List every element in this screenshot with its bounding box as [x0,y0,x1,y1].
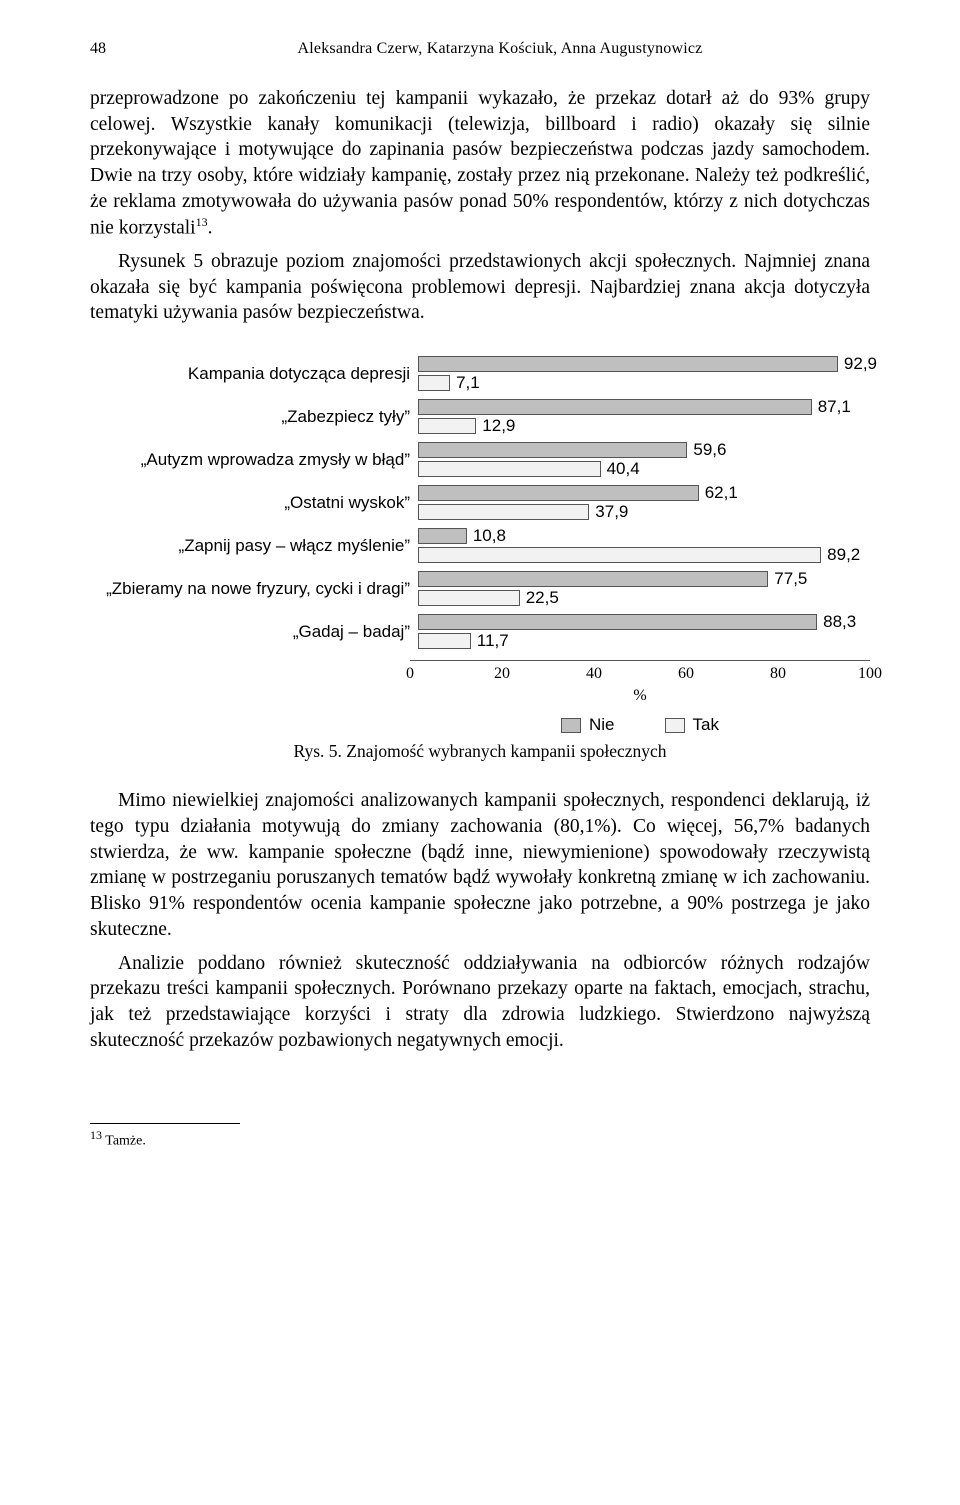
authors: Aleksandra Czerw, Katarzyna Kościuk, Ann… [130,40,870,58]
chart-row-bars: 88,3 11,7 [418,612,870,652]
chart-row-label: Kampania dotycząca depresji [90,364,418,384]
bar-value-tak: 22,5 [526,590,559,606]
x-axis-label: % [410,685,870,705]
bar-value-nie: 77,5 [774,571,807,587]
paragraph-4: Analizie poddano również skuteczność odd… [90,951,870,1054]
x-axis: 020406080100 [90,660,870,685]
footnote-text: Tamże. [105,1134,146,1149]
footnote-number: 13 [90,1128,102,1142]
bar-value-nie: 88,3 [823,614,856,630]
legend-swatch-tak [665,718,685,733]
legend-item-nie: Nie [561,715,615,735]
bar-tak [418,504,589,520]
footnote-ref-13: 13 [196,215,208,229]
chart-row-bars: 59,6 40,4 [418,440,870,480]
axis-tick: 80 [770,665,786,683]
bar-nie [418,356,838,372]
bar-tak [418,375,450,391]
bar-nie [418,614,817,630]
chart-row-label: „Zabezpiecz tyły” [90,407,418,427]
bar-chart: Kampania dotycząca depresji92,97,1„Zabez… [90,354,870,652]
axis-tick: 60 [678,665,694,683]
paragraph-2: Rysunek 5 obrazuje poziom znajomości prz… [90,249,870,326]
bar-value-nie: 92,9 [844,356,877,372]
chart-row-bars: 87,1 12,9 [418,397,870,437]
chart-row-label: „Autyzm wprowadza zmysły w błąd” [90,450,418,470]
chart-row: „Zabezpiecz tyły” 87,1 12,9 [90,397,870,437]
bar-value-tak: 7,1 [456,375,480,391]
paragraph-1-tail: . [208,217,213,238]
bar-nie [418,442,687,458]
chart-row-label: „Gadaj – badaj” [90,622,418,642]
bar-nie [418,571,768,587]
bar-tak [418,590,520,606]
bar-value-tak: 40,4 [607,461,640,477]
chart-row-bars: 62,1 37,9 [418,483,870,523]
chart-row-bars: 92,97,1 [418,354,870,394]
figure-5: Kampania dotycząca depresji92,97,1„Zabez… [90,354,870,762]
chart-row-label: „Ostatni wyskok” [90,493,418,513]
chart-row: „Autyzm wprowadza zmysły w błąd” 59,6 40,4 [90,440,870,480]
figure-caption: Rys. 5. Znajomość wybranych kampanii spo… [90,741,870,762]
bar-tak [418,547,821,563]
legend-label-nie: Nie [589,715,615,735]
bar-tak [418,633,471,649]
axis-tick: 20 [494,665,510,683]
chart-row: „Ostatni wyskok” 62,1 37,9 [90,483,870,523]
bar-nie [418,399,812,415]
bar-value-nie: 10,8 [473,528,506,544]
chart-row: „Gadaj – badaj” 88,3 11,7 [90,612,870,652]
axis-tick: 0 [406,665,414,683]
bar-tak [418,461,601,477]
bar-value-tak: 12,9 [482,418,515,434]
bar-tak [418,418,476,434]
bar-nie [418,485,699,501]
paragraph-3: Mimo niewielkiej znajomości analizowanyc… [90,788,870,942]
chart-row-bars: 77,5 22,5 [418,569,870,609]
axis-tick: 40 [586,665,602,683]
chart-row: „Zapnij pasy – włącz myślenie” 10,8 89,2 [90,526,870,566]
bar-value-tak: 37,9 [595,504,628,520]
chart-row: Kampania dotycząca depresji92,97,1 [90,354,870,394]
paragraph-1: przeprowadzone po zakończeniu tej kampan… [90,86,870,241]
bar-value-tak: 89,2 [827,547,860,563]
axis-tick: 100 [858,665,882,683]
bar-value-nie: 59,6 [693,442,726,458]
legend-item-tak: Tak [665,715,719,735]
page-header: 48 Aleksandra Czerw, Katarzyna Kościuk, … [90,40,870,58]
chart-row-label: „Zapnij pasy – włącz myślenie” [90,536,418,556]
legend-swatch-nie [561,718,581,733]
chart-row: „Zbieramy na nowe fryzury, cycki i dragi… [90,569,870,609]
chart-row-bars: 10,8 89,2 [418,526,870,566]
footnote-13: 13 Tamże. [90,1128,870,1150]
bar-value-nie: 62,1 [705,485,738,501]
bar-value-tak: 11,7 [477,633,509,649]
bar-value-nie: 87,1 [818,399,851,415]
chart-row-label: „Zbieramy na nowe fryzury, cycki i dragi… [90,579,418,599]
bar-nie [418,528,467,544]
page-number: 48 [90,40,130,58]
legend: Nie Tak [410,715,870,735]
footnote-rule [90,1123,240,1124]
legend-label-tak: Tak [693,715,719,735]
